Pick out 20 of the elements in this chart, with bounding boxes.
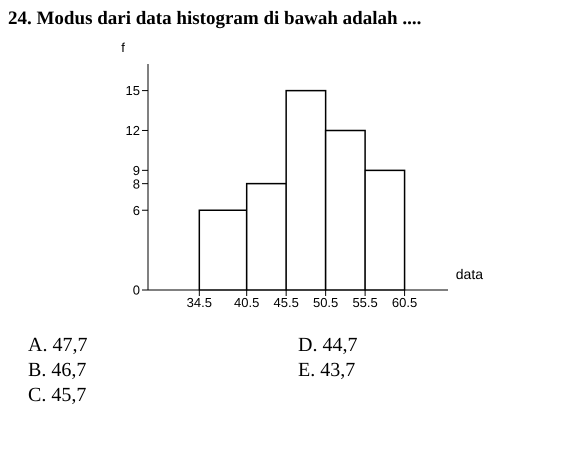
text: D. 44,7 bbox=[298, 334, 358, 357]
text: B. 46,7 bbox=[28, 359, 88, 382]
x-tick-label: 45.5 bbox=[274, 295, 299, 310]
y-tick-label: 9 bbox=[132, 162, 140, 178]
x-tick-label: 34.5 bbox=[186, 295, 212, 310]
x-axis-title: data bbox=[456, 266, 484, 282]
y-tick-label: 15 bbox=[126, 83, 140, 98]
x-tick-label: 60.5 bbox=[392, 295, 418, 310]
x-tick-label: 50.5 bbox=[312, 295, 338, 310]
text: C. 45,7 bbox=[28, 384, 88, 407]
y-tick-label: 6 bbox=[132, 202, 140, 218]
x-tick-label: 40.5 bbox=[234, 295, 260, 310]
y-tick-label: 0 bbox=[132, 282, 140, 298]
text: E. 43,7 bbox=[298, 359, 356, 382]
y-axis-title: f bbox=[121, 40, 126, 55]
y-tick-label: 12 bbox=[126, 123, 140, 138]
text: A. 47,7 bbox=[28, 334, 88, 357]
y-tick-label: 8 bbox=[132, 176, 140, 192]
x-tick-label: 55.5 bbox=[352, 295, 378, 310]
chart-title: 24. Modus dari data histogram di bawah adalah .... bbox=[8, 8, 422, 30]
